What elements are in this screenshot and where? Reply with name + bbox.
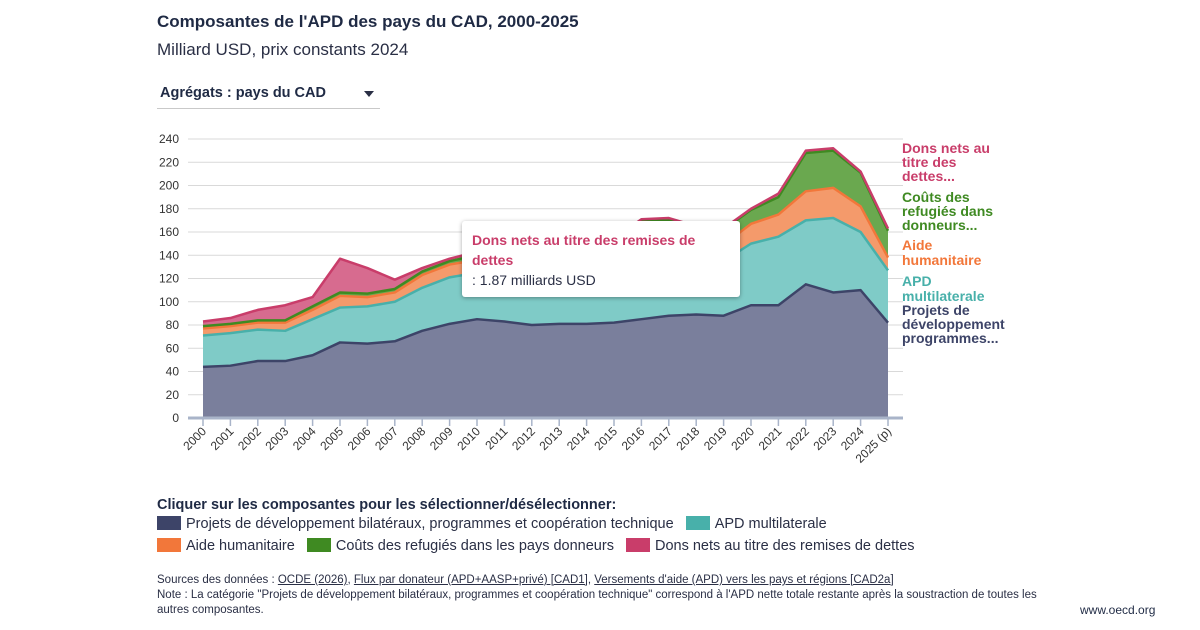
x-tick-label: 2010: [454, 424, 483, 453]
legend-item-projets[interactable]: Projets de développement bilatéraux, pro…: [157, 516, 674, 532]
legend-row-2: Aide humanitaire Coûts des refugiés dans…: [157, 538, 923, 554]
x-tick-label: 2006: [345, 424, 374, 453]
line-series-0: [202, 283, 889, 369]
legend-item-humanitaire[interactable]: Aide humanitaire: [157, 538, 295, 554]
legend-label: Aide humanitaire: [186, 538, 295, 554]
legend-item-remises-dettes[interactable]: Dons nets au titre des remises de dettes: [625, 538, 915, 554]
series-end-label: donneurs...: [902, 217, 977, 233]
x-tick-label: 2022: [783, 424, 812, 453]
y-tick-label: 0: [172, 411, 179, 425]
y-tick-label: 200: [159, 179, 179, 193]
x-tick-label: 2012: [509, 424, 538, 453]
x-tick-label: 2018: [674, 424, 703, 453]
sources-prefix: Sources des données :: [157, 574, 278, 586]
y-tick-label: 240: [159, 132, 179, 146]
chart-title: Composantes de l'APD des pays du CAD, 20…: [157, 12, 579, 31]
legend-label: Coûts des refugiés dans les pays donneur…: [335, 538, 614, 554]
x-tick-label: 2002: [235, 424, 264, 453]
site-url: www.oecd.org: [1080, 603, 1156, 617]
legend-title: Cliquer sur les composantes pour les sél…: [157, 497, 617, 513]
x-tick-label: 2011: [482, 424, 510, 452]
legend-swatch: [157, 538, 181, 552]
legend-item-refugies[interactable]: Coûts des refugiés dans les pays donneur…: [306, 538, 614, 554]
source-link-cad1[interactable]: Flux par donateur (APD+AASP+privé) [CAD1…: [353, 574, 588, 586]
y-tick-label: 160: [159, 225, 179, 239]
x-tick-label: 2017: [646, 424, 675, 453]
x-tick-label: 2003: [263, 424, 292, 453]
series-end-label: développement: [902, 316, 1005, 332]
sources-note-text: Note : La catégorie "Projets de développ…: [157, 589, 1037, 616]
legend-label: Projets de développement bilatéraux, pro…: [186, 516, 674, 532]
aggregate-dropdown-value: Agrégats : pays du CAD: [160, 85, 326, 101]
y-tick-label: 20: [166, 388, 180, 402]
legend-item-multilaterale[interactable]: APD multilaterale: [685, 516, 827, 532]
legend-label: Dons nets au titre des remises de dettes: [654, 538, 915, 554]
y-tick-label: 140: [159, 248, 179, 262]
x-tick-label: 2014: [564, 424, 593, 453]
legend-swatch: [157, 516, 181, 530]
y-tick-label: 100: [159, 295, 179, 309]
tooltip-value: : 1.87 milliards USD: [472, 272, 596, 288]
area-series-2: [203, 187, 888, 336]
y-tick-label: 120: [159, 272, 179, 286]
x-tick-label: 2000: [180, 424, 209, 453]
legend-swatch: [685, 516, 710, 530]
series-end-label: titre des: [902, 154, 957, 170]
stacked-area-chart: 0204060801001201401601802002202402000200…: [159, 132, 1005, 466]
sources-separator: ,: [347, 574, 354, 586]
x-tick-label: 2021: [756, 424, 785, 453]
series-end-label: Coûts des: [902, 189, 970, 205]
series-end-label: multilaterale: [902, 288, 985, 304]
series-end-label: Aide: [902, 237, 933, 253]
x-tick-label: 2019: [701, 424, 730, 453]
y-tick-label: 180: [159, 202, 179, 216]
area-series-3: [203, 150, 888, 329]
legend-swatch: [625, 538, 650, 552]
x-tick-label: 2005: [317, 424, 346, 453]
x-tick-label: 2013: [537, 424, 566, 453]
legend-label: APD multilaterale: [714, 516, 827, 532]
y-tick-label: 80: [166, 318, 180, 332]
x-tick-label: 2020: [728, 424, 757, 453]
series-end-label: APD: [902, 273, 932, 289]
x-tick-label: 2015: [591, 424, 620, 453]
area-series-0: [203, 284, 888, 418]
chart-subtitle: Milliard USD, prix constants 2024: [157, 40, 409, 59]
x-tick-label: 2001: [208, 424, 237, 453]
y-tick-label: 60: [166, 341, 180, 355]
sources-note: Sources des données : OCDE (2026), Flux …: [157, 573, 1037, 618]
legend-row-1: Projets de développement bilatéraux, pro…: [157, 516, 835, 532]
source-link-cad2a[interactable]: Versements d'aide (APD) vers les pays et…: [594, 574, 894, 586]
tooltip-title: Dons nets au titre des remises de dettes: [472, 232, 696, 268]
series-end-label: dettes...: [902, 168, 955, 184]
series-end-label: humanitaire: [902, 252, 982, 268]
aggregate-dropdown[interactable]: Agrégats : pays du CAD: [157, 82, 380, 109]
series-end-label: programmes...: [902, 330, 998, 346]
x-tick-label: 2007: [372, 424, 401, 453]
source-link-oecd[interactable]: OCDE (2026): [277, 574, 348, 586]
chart-tooltip: Dons nets au titre des remises de dettes…: [462, 221, 740, 297]
area-series-4: [203, 148, 888, 327]
legend-swatch: [306, 538, 331, 552]
caret-down-icon: [364, 91, 374, 97]
y-tick-label: 220: [159, 155, 179, 169]
y-tick-label: 40: [166, 365, 180, 379]
x-tick-label: 2023: [811, 424, 840, 453]
x-tick-label: 2008: [400, 424, 429, 453]
x-tick-label: 2004: [290, 424, 319, 453]
series-end-label: refugiés dans: [902, 203, 993, 219]
x-tick-label: 2009: [427, 424, 456, 453]
series-end-label: Dons nets au: [902, 140, 990, 156]
sources-separator: ,: [587, 574, 595, 586]
x-tick-label: 2016: [619, 424, 648, 453]
series-end-label: Projets de: [902, 302, 970, 318]
